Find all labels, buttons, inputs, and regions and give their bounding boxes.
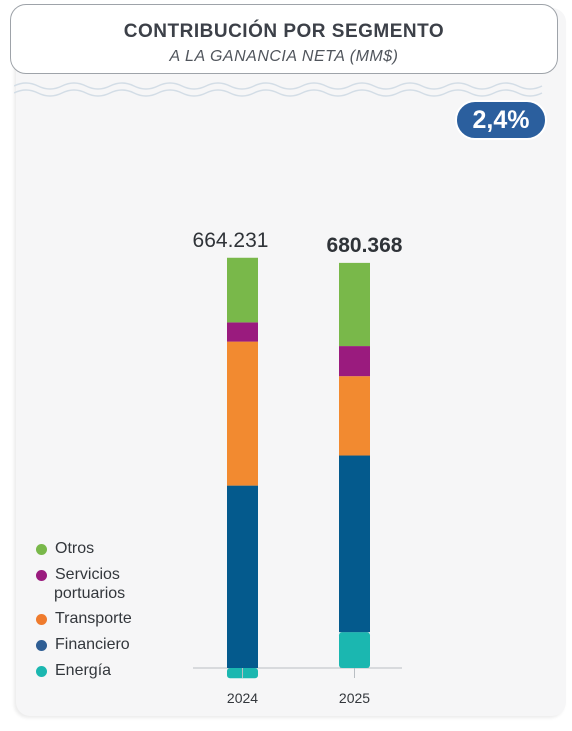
bar-segment-transporte-2024 bbox=[227, 341, 258, 486]
bar-segment-otros-2024 bbox=[227, 257, 258, 323]
bar-segment-energ-a-2025 bbox=[339, 632, 370, 668]
chart-subtitle: A LA GANANCIA NETA (MM$) bbox=[169, 48, 399, 65]
bar-segment-servicios-portuarios-2025 bbox=[339, 346, 370, 377]
legend-label: Servicios bbox=[55, 566, 120, 583]
bar-segment-transporte-2025 bbox=[339, 376, 370, 456]
legend-label: Financiero bbox=[55, 636, 130, 653]
x-tick-label: 2024 bbox=[227, 690, 258, 706]
x-tick-label: 2025 bbox=[339, 690, 370, 706]
legend-dot bbox=[36, 543, 47, 555]
chart-legend: Otros Servicios portuarios Transporte Fi… bbox=[36, 536, 132, 684]
legend-label: Otros bbox=[55, 540, 95, 557]
legend-item-energia: Energía bbox=[36, 658, 132, 684]
legend-item-transporte: Transporte bbox=[36, 606, 132, 632]
bar-segment-servicios-portuarios-2024 bbox=[227, 322, 258, 342]
legend-dot bbox=[36, 569, 47, 581]
legend-label: Transporte bbox=[55, 610, 132, 627]
total-label: 680.368 bbox=[327, 234, 403, 257]
legend-item-financiero: Financiero bbox=[36, 632, 132, 658]
legend-dot bbox=[36, 613, 47, 625]
legend-item-servicios-portuarios: Servicios bbox=[36, 562, 132, 588]
legend-dot bbox=[36, 665, 47, 677]
bar-segment-otros-2025 bbox=[339, 262, 370, 347]
bar-segment-financiero-2024 bbox=[227, 485, 258, 668]
total-label: 664.231 bbox=[193, 229, 269, 252]
legend-dot bbox=[36, 639, 47, 651]
legend-label: portuarios bbox=[54, 585, 126, 602]
legend-label: Energía bbox=[55, 662, 112, 679]
legend-item-otros: Otros bbox=[36, 536, 132, 562]
legend-item-servicios-portuarios-cont: portuarios bbox=[36, 582, 132, 606]
wave-decoration bbox=[14, 82, 543, 97]
growth-badge: 2,4% bbox=[455, 100, 547, 140]
bar-segment-financiero-2025 bbox=[339, 455, 370, 633]
chart-title: CONTRIBUCIÓN POR SEGMENTO bbox=[123, 21, 445, 42]
chart-header: CONTRIBUCIÓN POR SEGMENTO A LA GANANCIA … bbox=[10, 4, 558, 74]
